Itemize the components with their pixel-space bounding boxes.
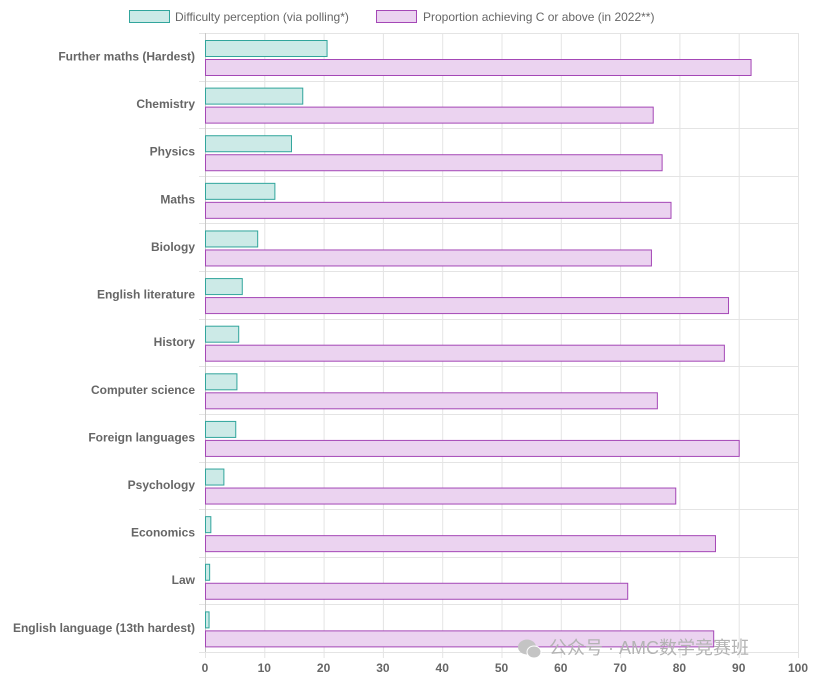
bar-proportion [205, 487, 677, 505]
watermark-text: 公众号 · AMC数学竞赛班 [549, 638, 749, 658]
category-label: Further maths (Hardest) [58, 49, 195, 63]
bar-proportion [205, 106, 654, 124]
x-tick-label: 80 [673, 661, 687, 675]
category-label: English literature [97, 288, 195, 302]
x-tick-label: 10 [258, 661, 272, 675]
bar-difficulty [205, 563, 211, 581]
grid-lines [199, 33, 799, 658]
bar-difficulty [205, 373, 238, 391]
category-label: Chemistry [136, 97, 195, 111]
x-tick-label: 30 [376, 661, 390, 675]
bar-difficulty [205, 87, 304, 105]
bar-proportion [205, 344, 725, 362]
x-tick-label: 50 [495, 661, 509, 675]
category-label: English language (13th hardest) [13, 621, 195, 635]
x-tick-label: 100 [788, 661, 808, 675]
watermark: 公众号 · AMC数学竞赛班 [518, 638, 749, 659]
legend-swatch [376, 10, 417, 23]
bar-proportion [205, 439, 740, 457]
bar-difficulty [205, 611, 210, 629]
legend-swatch [129, 10, 170, 23]
bar-proportion [205, 59, 752, 76]
bar-difficulty [205, 135, 292, 153]
bar-difficulty [205, 278, 243, 296]
category-labels: Further maths (Hardest) Chemistry Physics M… [13, 49, 196, 634]
bar-proportion [205, 582, 629, 600]
x-tick-label: 70 [613, 661, 627, 675]
bar-difficulty [205, 325, 240, 343]
bar-series [205, 40, 752, 648]
category-label: Computer science [91, 383, 195, 397]
category-label: Economics [131, 526, 195, 540]
bar-proportion [205, 630, 715, 648]
bar-proportion [205, 297, 730, 315]
bar-proportion [205, 154, 663, 172]
legend-label: Difficulty perception (via polling*) [175, 10, 349, 24]
category-label: Biology [151, 240, 195, 254]
legend-label: Proportion achieving C or above (in 2022… [423, 10, 654, 24]
x-tick-label: 40 [436, 661, 450, 675]
category-label: Physics [150, 145, 196, 159]
category-label: Foreign languages [88, 430, 195, 444]
bar-difficulty [205, 40, 328, 57]
category-label: Psychology [128, 478, 196, 492]
x-axis-ticks: 0 10 20 30 40 50 60 70 80 90 100 [202, 661, 809, 675]
bar-difficulty [205, 182, 276, 200]
x-tick-label: 90 [732, 661, 746, 675]
x-tick-label: 0 [202, 661, 209, 675]
bar-proportion [205, 201, 672, 219]
bar-difficulty [205, 420, 237, 438]
bar-difficulty [205, 230, 259, 248]
bar-proportion [205, 535, 716, 553]
legend: Difficulty perception (via polling*) Prop… [129, 10, 654, 24]
bar-difficulty [205, 516, 212, 534]
category-label: Maths [160, 192, 195, 206]
wechat-icon [518, 639, 542, 659]
category-label: History [154, 335, 196, 349]
bar-proportion [205, 392, 658, 410]
category-label: Law [172, 573, 196, 587]
bar-proportion [205, 249, 652, 267]
x-tick-label: 20 [317, 661, 331, 675]
x-tick-label: 60 [554, 661, 568, 675]
bar-difficulty [205, 468, 225, 486]
